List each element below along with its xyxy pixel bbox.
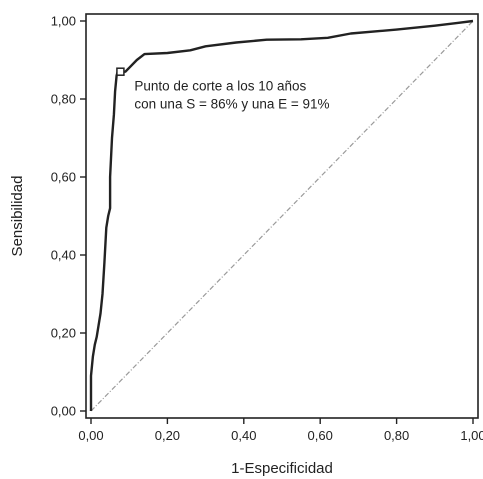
y-tick-label: 0,00 <box>51 404 76 419</box>
x-axis-title: 1-Especificidad <box>231 460 333 477</box>
x-axis-ticks: 0,00 0,20 0,40 0,60 0,80 1,00 <box>78 418 483 443</box>
y-tick-label: 0,40 <box>51 248 76 263</box>
reference-diagonal-line <box>90 20 474 412</box>
annotation-line-2: con una S = 86% y una E = 91% <box>134 97 329 112</box>
x-tick-label: 0,20 <box>155 428 180 443</box>
y-tick-label: 0,60 <box>51 170 76 185</box>
y-tick-label: 0,80 <box>51 92 76 107</box>
y-axis-title: Sensibilidad <box>9 176 26 257</box>
y-tick-label: 0,20 <box>51 326 76 341</box>
x-tick-label: 0,60 <box>308 428 333 443</box>
y-tick-label: 1,00 <box>51 14 76 29</box>
x-tick-label: 0,00 <box>78 428 103 443</box>
y-axis-ticks: 0,00 0,20 0,40 0,60 0,80 1,00 <box>51 14 86 419</box>
x-tick-label: 1,00 <box>460 428 483 443</box>
x-tick-label: 0,40 <box>231 428 256 443</box>
x-tick-label: 0,80 <box>384 428 409 443</box>
annotation-line-1: Punto de corte a los 10 años <box>134 79 306 94</box>
cutoff-point-marker <box>116 67 125 76</box>
plot-frame <box>85 13 479 419</box>
